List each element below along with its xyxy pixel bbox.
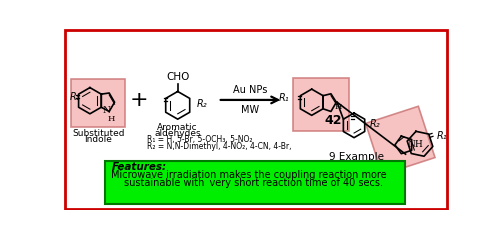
FancyBboxPatch shape bbox=[72, 79, 126, 127]
Text: Au NPs: Au NPs bbox=[234, 84, 268, 95]
Text: Microwave irradiation makes the coupling reaction more: Microwave irradiation makes the coupling… bbox=[112, 170, 387, 180]
Text: Aromatic: Aromatic bbox=[158, 123, 198, 132]
Text: H: H bbox=[334, 103, 342, 111]
Text: Indole: Indole bbox=[84, 135, 112, 144]
Text: Yield = 84-95 %: Yield = 84-95 % bbox=[314, 160, 398, 170]
FancyBboxPatch shape bbox=[66, 30, 447, 208]
Text: R₂ = N,N-Dimethyl, 4-NO₂, 4-CN, 4-Br,: R₂ = N,N-Dimethyl, 4-NO₂, 4-CN, 4-Br, bbox=[147, 142, 292, 151]
Text: N: N bbox=[102, 106, 110, 115]
Text: aldehydes: aldehydes bbox=[154, 129, 201, 138]
Text: R₂: R₂ bbox=[370, 119, 381, 129]
Text: NH: NH bbox=[408, 140, 424, 149]
Text: R₁: R₁ bbox=[278, 93, 289, 103]
FancyBboxPatch shape bbox=[293, 78, 348, 131]
Text: 42: 42 bbox=[324, 114, 342, 127]
Text: sustainable with  very short reaction time of 40 secs.: sustainable with very short reaction tim… bbox=[124, 178, 383, 188]
Text: +: + bbox=[129, 90, 148, 110]
Text: Features:: Features: bbox=[112, 162, 166, 172]
Text: R₂: R₂ bbox=[197, 99, 207, 109]
Text: 9 Example: 9 Example bbox=[329, 152, 384, 162]
Text: Substituted: Substituted bbox=[72, 129, 124, 138]
Text: R₁: R₁ bbox=[70, 92, 80, 102]
Text: MW: MW bbox=[242, 105, 260, 115]
Text: R₁ = H, 5-Br, 5-OCH₃, 5-NO₂: R₁ = H, 5-Br, 5-OCH₃, 5-NO₂ bbox=[147, 135, 252, 144]
Text: R₁: R₁ bbox=[437, 131, 448, 141]
Text: H: H bbox=[107, 114, 114, 122]
FancyBboxPatch shape bbox=[366, 106, 435, 175]
Text: CHO: CHO bbox=[166, 72, 190, 82]
FancyBboxPatch shape bbox=[104, 161, 405, 204]
